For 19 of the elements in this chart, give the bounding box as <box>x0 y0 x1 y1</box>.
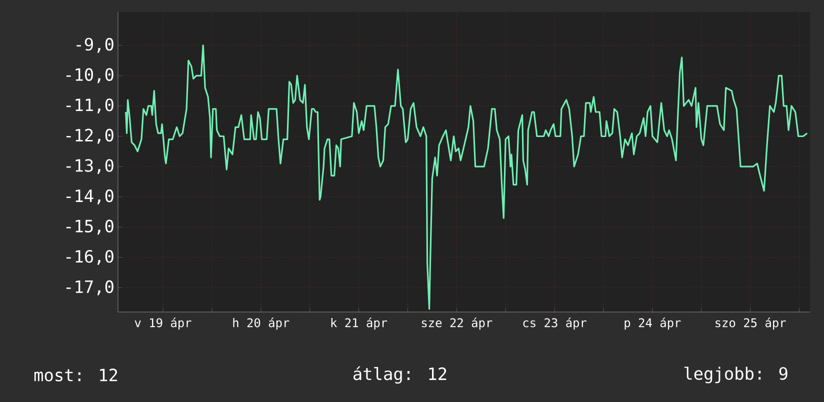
x-tick-label: k 21 ápr <box>331 318 388 330</box>
x-tick-label: sze 22 ápr <box>422 318 492 330</box>
text: átlag: 12 <box>354 366 446 384</box>
y-tick-label: -16,0 <box>66 250 114 265</box>
x-tick-label: v 19 ápr <box>134 318 192 330</box>
y-tick-label: -11,0 <box>66 98 114 114</box>
y-tick-label: -14,0 <box>66 189 114 204</box>
text: legjobb: 9 <box>684 366 788 384</box>
y-tick-label: -9,0 <box>76 38 114 53</box>
x-tick-label: cs 23 ápr <box>523 318 586 330</box>
y-tick-label: -12,0 <box>66 128 114 144</box>
y-tick-label: -17,0 <box>66 280 114 296</box>
y-tick-label: -10,0 <box>66 68 114 84</box>
y-tick-label: -13,0 <box>66 159 114 174</box>
y-tick-label: -15,0 <box>66 220 114 235</box>
x-tick-label: h 20 ápr <box>233 318 290 330</box>
x-tick-label: szo 25 ápr <box>716 318 786 330</box>
text: most: 12 <box>34 368 118 382</box>
x-tick-label: p 24 ápr <box>624 318 681 330</box>
